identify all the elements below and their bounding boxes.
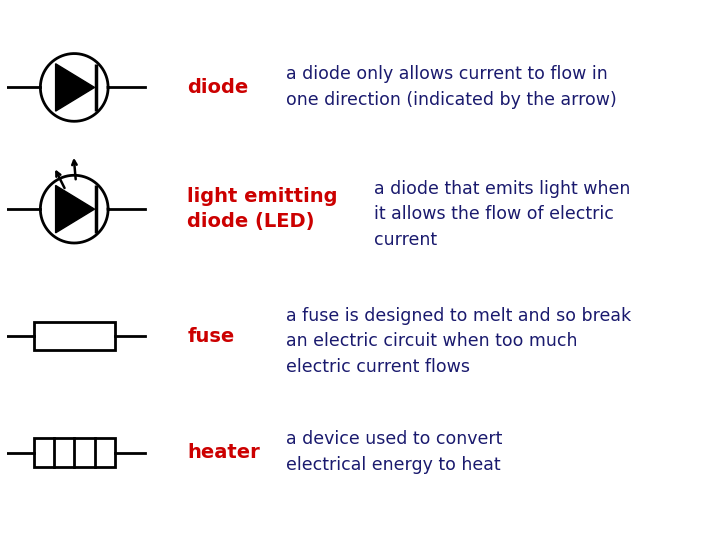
Text: diode (LED): diode (LED) xyxy=(187,212,315,231)
Polygon shape xyxy=(40,176,108,243)
Text: it allows the flow of electric: it allows the flow of electric xyxy=(374,205,614,224)
Text: one direction (indicated by the arrow): one direction (indicated by the arrow) xyxy=(286,91,616,109)
Text: electrical energy to heat: electrical energy to heat xyxy=(286,456,500,474)
Text: light emitting: light emitting xyxy=(187,187,338,206)
Text: electric current flows: electric current flows xyxy=(286,358,470,376)
Bar xyxy=(34,438,114,468)
Text: diode: diode xyxy=(187,78,248,97)
Polygon shape xyxy=(55,185,94,233)
Text: a diode that emits light when: a diode that emits light when xyxy=(374,180,631,198)
Bar xyxy=(34,322,114,350)
Text: current: current xyxy=(374,231,437,249)
Text: a device used to convert: a device used to convert xyxy=(286,430,503,448)
Text: fuse: fuse xyxy=(187,327,235,346)
Text: a fuse is designed to melt and so break: a fuse is designed to melt and so break xyxy=(286,307,631,325)
Text: heater: heater xyxy=(187,443,260,462)
Text: an electric circuit when too much: an electric circuit when too much xyxy=(286,333,577,350)
Text: a diode only allows current to flow in: a diode only allows current to flow in xyxy=(286,65,608,83)
Polygon shape xyxy=(55,64,94,111)
Polygon shape xyxy=(40,53,108,122)
